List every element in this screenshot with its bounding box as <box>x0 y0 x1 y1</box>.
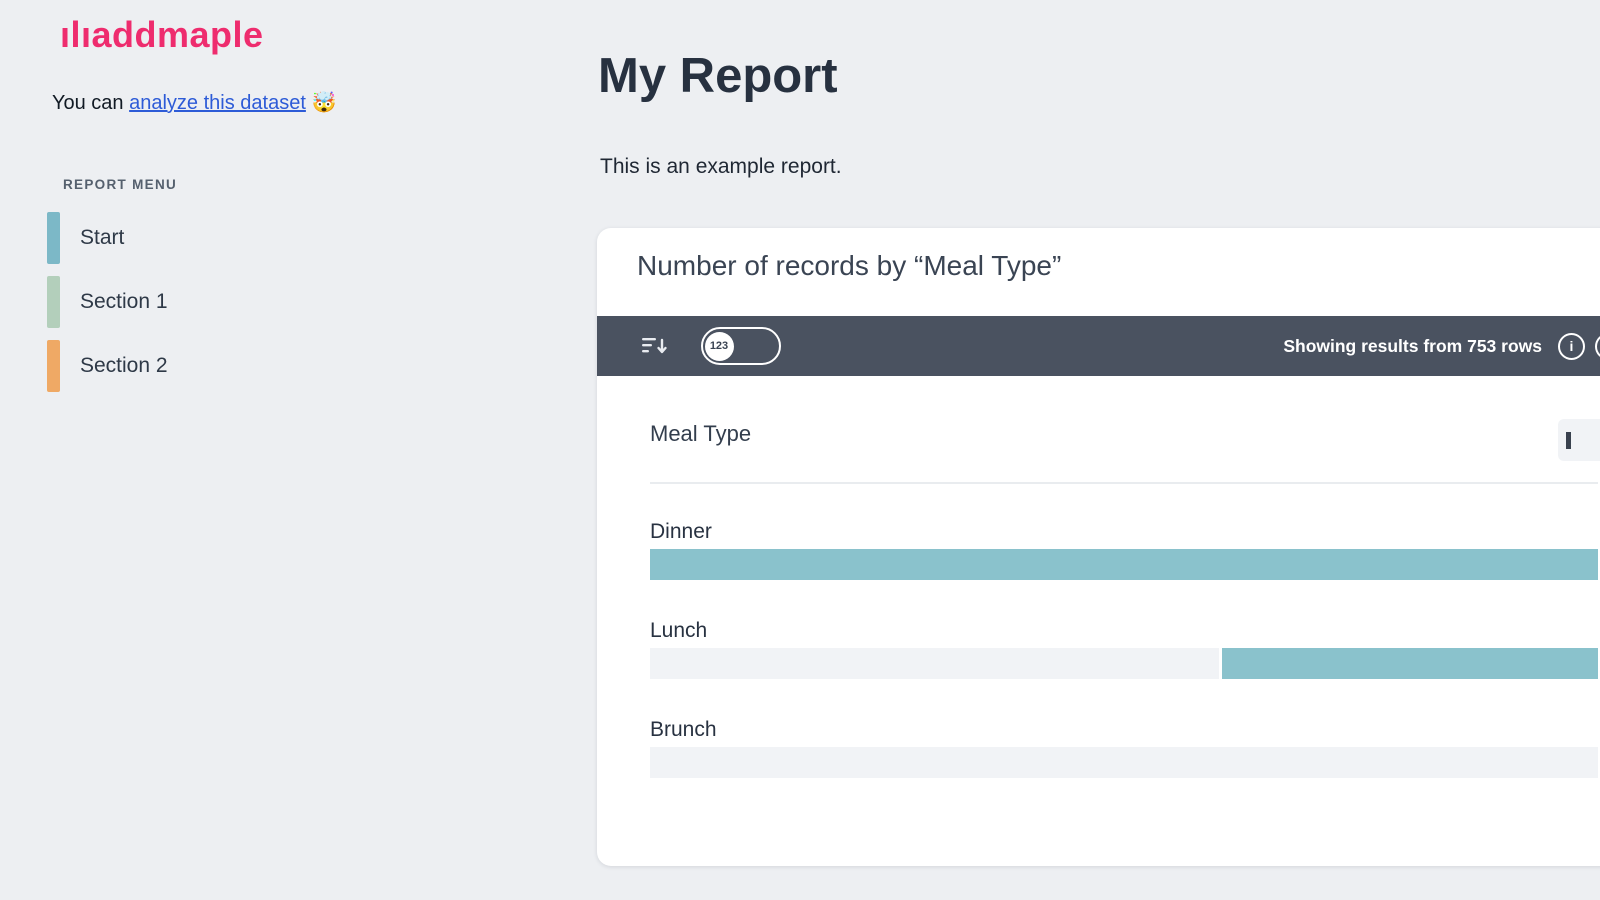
toggle-knob-123: 123 <box>704 331 734 361</box>
clipped-toolbar-icon[interactable] <box>1595 332 1600 360</box>
menu-item-label: Start <box>80 226 125 249</box>
bar-row-label: Lunch <box>650 619 708 642</box>
bar-row: Brunch <box>650 717 1598 816</box>
bar-row-label: Brunch <box>650 718 717 741</box>
tagline-prefix: You can <box>52 92 130 114</box>
menu-item-label: Section 1 <box>80 290 168 313</box>
table-header-divider <box>650 482 1598 484</box>
section-1-color-swatch <box>47 276 60 328</box>
chart-card: Number of records by “Meal Type” 123 Sho… <box>597 228 1600 866</box>
chart-card-title: Number of records by “Meal Type” <box>637 250 1062 281</box>
menu-item-section-2[interactable]: Section 2 <box>47 340 168 392</box>
page-subtitle: This is an example report. <box>600 155 842 178</box>
report-menu: Start Section 1 Section 2 <box>47 212 168 404</box>
exploding-head-emoji: 🤯 <box>311 92 337 114</box>
sort-descending-icon[interactable] <box>641 334 669 358</box>
menu-item-start[interactable]: Start <box>47 212 168 264</box>
bar-track[interactable] <box>650 648 1598 679</box>
chart-toolbar: 123 Showing results from 753 rows i <box>597 316 1600 376</box>
report-menu-heading: REPORT MENU <box>63 177 178 192</box>
bar-row: Lunch <box>650 618 1598 717</box>
dataset-tagline: You can analyze this dataset 🤯 <box>52 90 337 115</box>
info-icon[interactable]: i <box>1558 332 1585 360</box>
toolbar-left-group: 123 <box>597 327 781 365</box>
menu-item-section-1[interactable]: Section 1 <box>47 276 168 328</box>
toolbar-right-group: Showing results from 753 rows i <box>1283 332 1600 360</box>
bar-rows: Dinner Lunch Brunch <box>650 519 1598 816</box>
bar-track[interactable] <box>650 549 1598 580</box>
bar-fill <box>1218 648 1598 679</box>
page-title: My Report <box>598 49 838 103</box>
menu-item-label: Section 2 <box>80 354 168 377</box>
meal-type-column-header[interactable]: Meal Type <box>650 421 752 446</box>
analyze-dataset-link[interactable]: analyze this dataset <box>129 92 306 114</box>
bar-fill <box>650 549 1598 580</box>
bar-row-label: Dinner <box>650 520 712 543</box>
brand-logo[interactable]: ılıaddmaple <box>60 14 264 55</box>
bar-track[interactable] <box>650 747 1598 778</box>
clipped-header-text-fragment <box>1566 432 1571 449</box>
section-2-color-swatch <box>47 340 60 392</box>
bar-row: Dinner <box>650 519 1598 618</box>
records-column-header-clipped[interactable] <box>1558 419 1600 461</box>
start-color-swatch <box>47 212 60 264</box>
results-status-text: Showing results from 753 rows <box>1283 335 1542 356</box>
count-percent-toggle[interactable]: 123 <box>701 327 781 365</box>
